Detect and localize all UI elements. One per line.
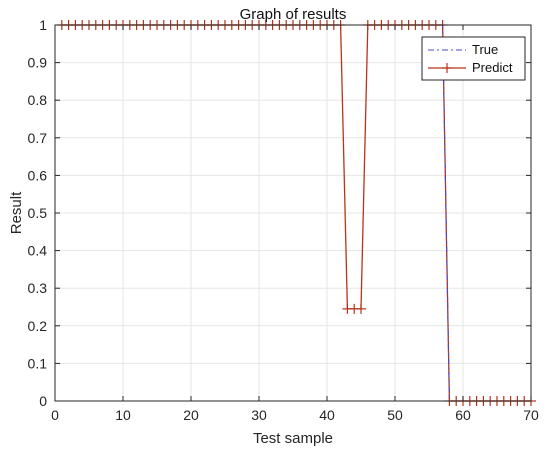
legend: True Predict bbox=[421, 36, 526, 81]
x-tick-label: 60 bbox=[455, 407, 471, 423]
x-axis-title: Test sample bbox=[253, 430, 333, 447]
x-tick-label: 20 bbox=[183, 407, 199, 423]
y-axis-title: Result bbox=[8, 191, 25, 234]
y-tick-label: 0.2 bbox=[28, 318, 48, 334]
x-tick-label: 0 bbox=[51, 407, 59, 423]
x-tick-label: 30 bbox=[251, 407, 267, 423]
x-tick-label: 50 bbox=[387, 407, 403, 423]
y-tick-label: 0.4 bbox=[28, 243, 48, 259]
legend-predict-label: Predict bbox=[472, 60, 513, 75]
x-tick-label: 40 bbox=[319, 407, 335, 423]
y-tick-label: 0.7 bbox=[28, 130, 48, 146]
y-tick-label: 0.8 bbox=[28, 92, 48, 108]
predict-point bbox=[356, 303, 366, 314]
legend-true-label: True bbox=[472, 42, 498, 57]
y-tick-label: 0.6 bbox=[28, 167, 48, 183]
legend-predict-marker bbox=[442, 63, 452, 73]
x-tick-label: 70 bbox=[523, 407, 539, 423]
legend-box bbox=[421, 36, 526, 81]
y-tick-label: 0.1 bbox=[28, 355, 48, 371]
y-tick-label: 1 bbox=[39, 17, 47, 33]
axis-ticks: 0 10 20 30 40 50 60 70 0 0.1 0.2 0.3 0.4 0.5 0.6 0.7 0.8… bbox=[28, 17, 539, 423]
y-tick-label: 0.5 bbox=[28, 205, 48, 221]
y-tick-label: 0 bbox=[39, 393, 47, 409]
chart-title: Graph of results bbox=[240, 6, 347, 23]
y-tick-label: 0.9 bbox=[28, 55, 48, 71]
x-tick-label: 10 bbox=[115, 407, 131, 423]
y-tick-label: 0.3 bbox=[28, 280, 48, 296]
